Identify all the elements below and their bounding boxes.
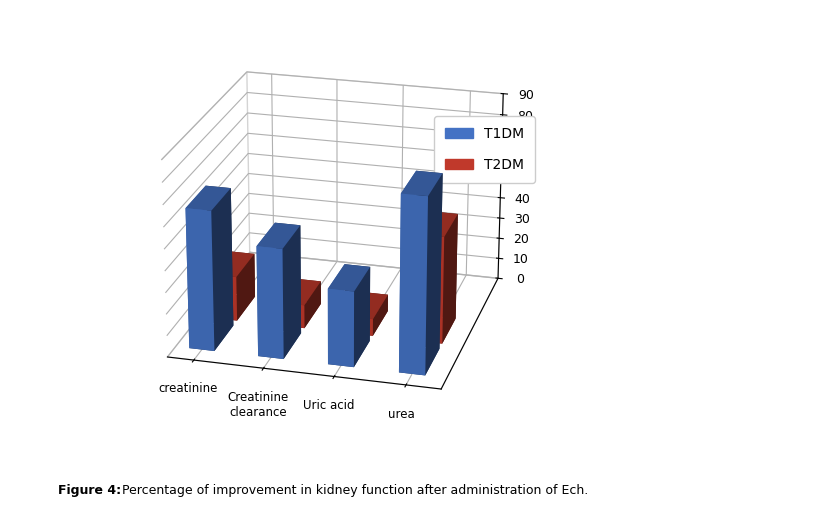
Text: Figure 4:: Figure 4: — [58, 484, 121, 497]
Text: Percentage of improvement in kidney function after administration of Ech.: Percentage of improvement in kidney func… — [118, 484, 588, 497]
Legend: T1DM, T2DM: T1DM, T2DM — [434, 116, 535, 183]
